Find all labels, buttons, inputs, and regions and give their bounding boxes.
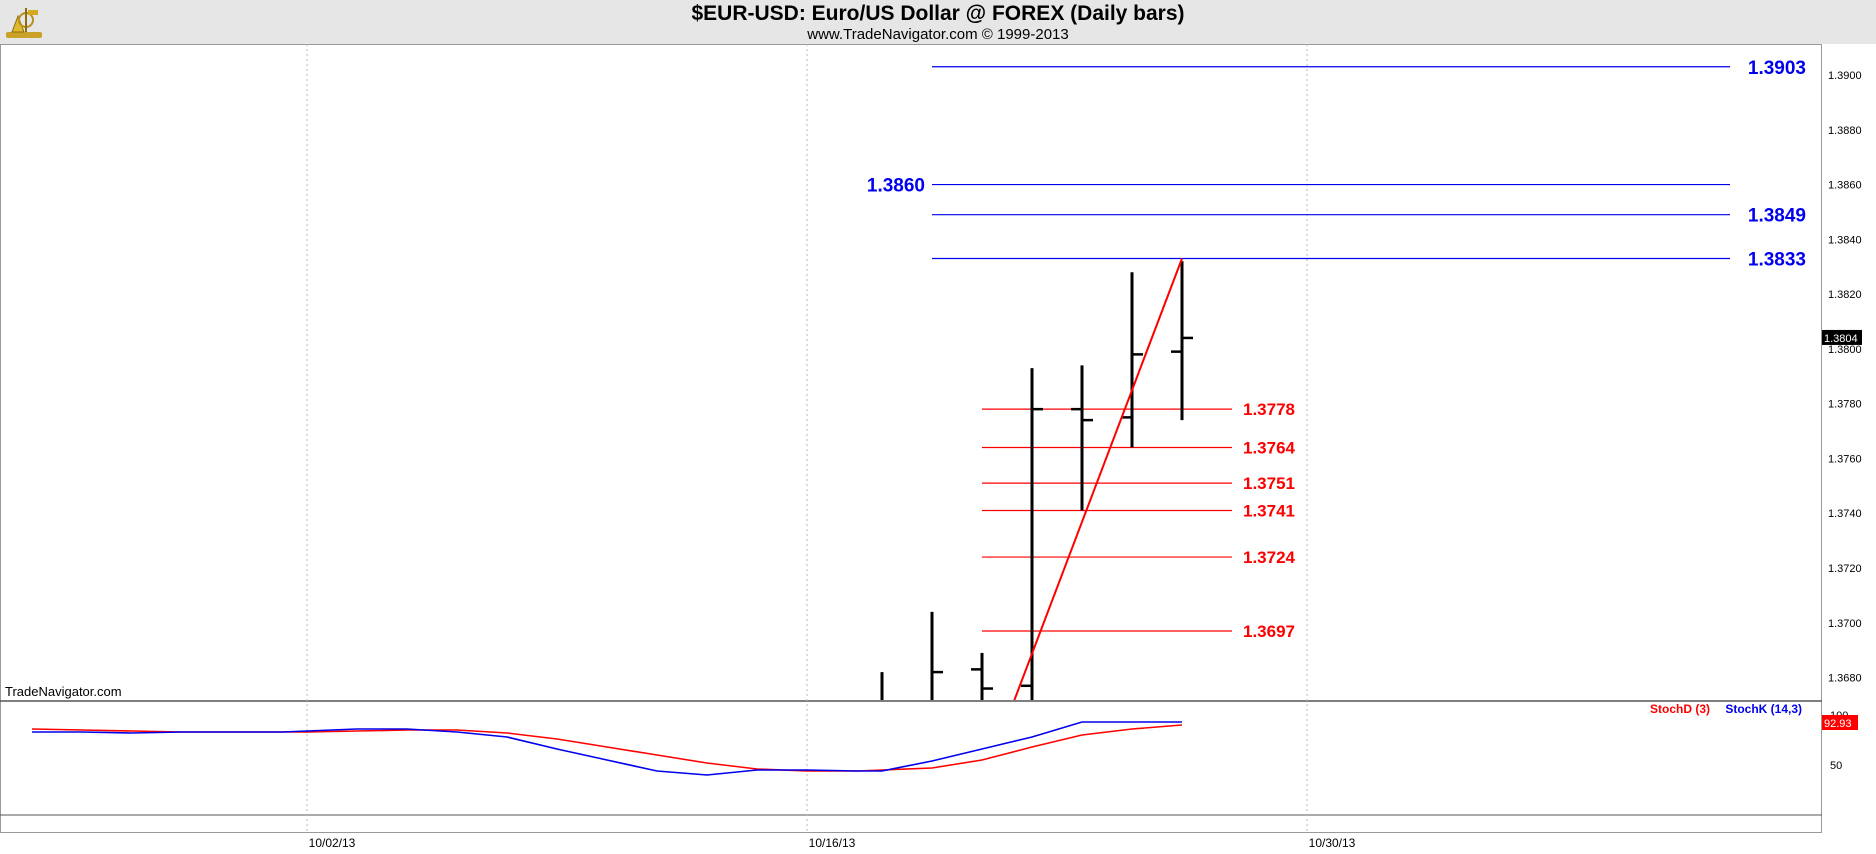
red-level-label: 1.3697 [1243, 622, 1295, 641]
y-tick-label: 1.3860 [1828, 180, 1862, 192]
x-tick-label: 10/30/13 [1309, 836, 1356, 850]
stochastic-panel: 50100StochD (3)StochK (14,3)92.93 [31, 702, 1858, 776]
red-level-label: 1.3778 [1243, 400, 1295, 419]
ohlc-bars [880, 261, 1193, 700]
grid-lines [0, 44, 1822, 833]
x-tick-label: 10/16/13 [809, 836, 856, 850]
blue-level-label: 1.3849 [1748, 206, 1806, 227]
axes: 10/02/13 10/16/13 10/30/13 1.3680 1.3700 1.37… [309, 70, 1862, 850]
red-level-label: 1.3724 [1243, 548, 1296, 567]
red-level-label: 1.3751 [1243, 474, 1295, 493]
y-tick-label: 1.3880 [1828, 125, 1862, 137]
trade-navigator-logo-icon [6, 8, 42, 38]
blue-level-label: 1.3860 [867, 176, 925, 197]
red-level-label: 1.3741 [1243, 502, 1295, 521]
plot-frame [0, 44, 1822, 833]
stoch-last-label: 92.93 [1824, 718, 1852, 730]
chart-title: $EUR-USD: Euro/US Dollar @ FOREX (Daily … [691, 2, 1185, 25]
watermark-text: TradeNavigator.com [5, 684, 122, 699]
stoch-last-badge [1822, 715, 1858, 730]
x-tick-label: 10/02/13 [309, 836, 356, 850]
y-tick-label: 1.3780 [1828, 399, 1862, 411]
y-tick-label: 1.3840 [1828, 234, 1862, 246]
chart-header: $EUR-USD: Euro/US Dollar @ FOREX (Daily … [0, 0, 1876, 44]
y-tick-label: 1.3820 [1828, 289, 1862, 301]
stoch-series-line [32, 721, 1182, 776]
red-level-label: 1.3764 [1243, 439, 1296, 458]
y-tick-label: 1.3720 [1828, 563, 1862, 575]
trendline-segment [1013, 258, 1183, 700]
y-tick-label: 1.3760 [1828, 453, 1862, 465]
legend-stochd: StochD (3) [1650, 702, 1710, 716]
blue-level-label: 1.3903 [1748, 58, 1806, 79]
y-tick-label: 1.3700 [1828, 618, 1862, 630]
chart-subtitle: www.TradeNavigator.com © 1999-2013 [807, 26, 1069, 43]
stoch-y-tick-label: 50 [1830, 760, 1842, 772]
y-tick-label: 1.3900 [1828, 70, 1862, 82]
last-price-label: 1.3804 [1824, 333, 1858, 345]
blue-level-label: 1.3833 [1748, 250, 1806, 271]
y-tick-label: 1.3800 [1828, 344, 1862, 356]
y-tick-label: 1.3740 [1828, 508, 1862, 520]
legend-stochk: StochK (14,3) [1725, 702, 1802, 716]
y-tick-label: 1.3680 [1828, 673, 1862, 685]
last-price-badge [1822, 329, 1862, 345]
price-levels: 1.3903 1.3860 1.3849 1.3833 1.3778 1.3764 1.37… [867, 58, 1806, 641]
trendline [1013, 258, 1183, 700]
